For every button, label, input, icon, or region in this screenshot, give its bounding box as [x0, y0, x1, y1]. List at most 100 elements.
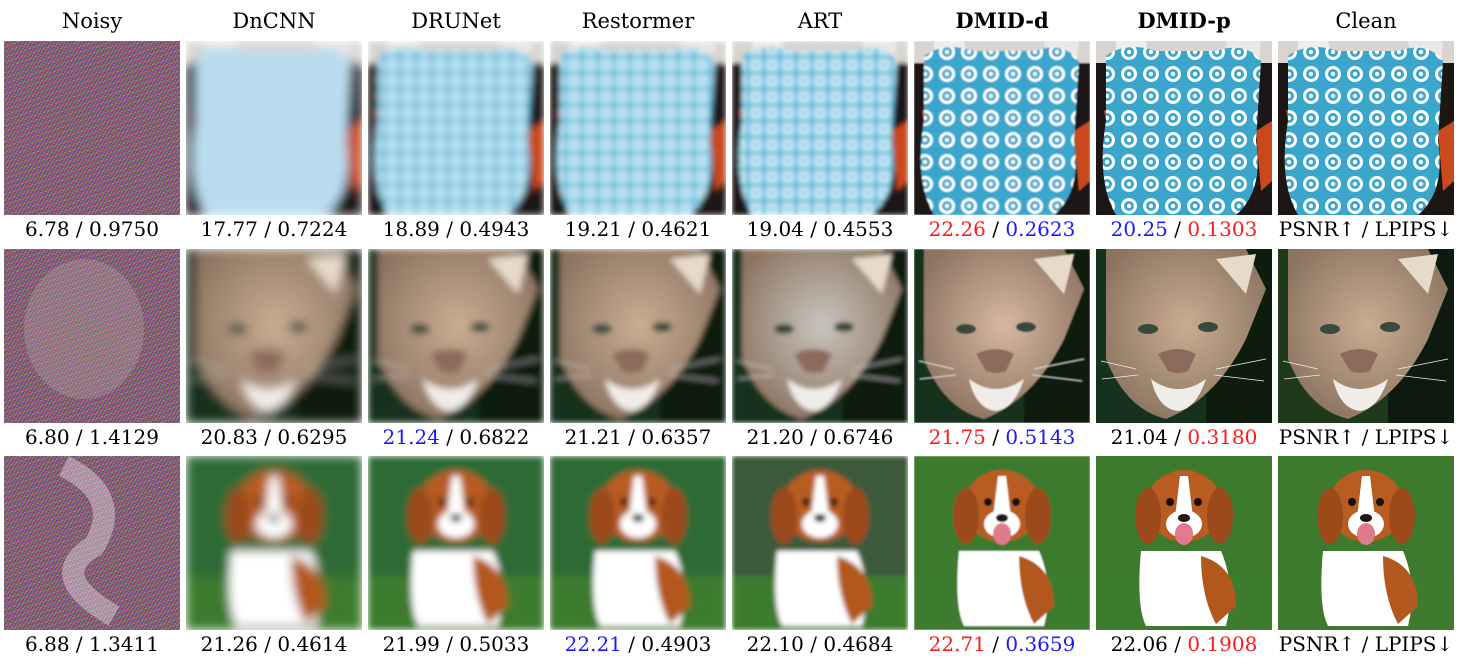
psnr-value: 20.83 [200, 425, 258, 449]
lpips-value: 0.7224 [277, 217, 348, 241]
metric-separator: / [257, 632, 278, 656]
lpips-value: 0.4903 [641, 632, 712, 656]
metric-separator: / [803, 425, 824, 449]
column-title-clean: Clean [1335, 9, 1397, 33]
metric-separator: / [439, 425, 460, 449]
metric-label: 20.83 / 0.6295 [180, 423, 368, 451]
metric-separator: / [69, 425, 89, 449]
psnr-value: 21.20 [746, 425, 804, 449]
metric-separator: / [621, 425, 642, 449]
metric-label: 18.89 / 0.4943 [362, 215, 550, 243]
psnr-value: 22.10 [746, 632, 804, 656]
metric-separator: / [439, 632, 460, 656]
metric-separator: / [439, 217, 460, 241]
metric-separator: / [1167, 632, 1188, 656]
lpips-value: 0.1303 [1187, 217, 1258, 241]
psnr-value: 21.75 [928, 425, 986, 449]
dress-image [186, 41, 362, 215]
metric-separator: / [803, 632, 824, 656]
metric-label: PSNR↑ / LPIPS↓ [1272, 630, 1460, 658]
metric-label: 19.04 / 0.4553 [726, 215, 914, 243]
metric-separator: / [985, 425, 1006, 449]
column-title-dncnn: DnCNN [232, 9, 316, 33]
cougar-image [1096, 249, 1272, 423]
lpips-value: 0.6357 [641, 425, 712, 449]
lpips-value: LPIPS↓ [1374, 217, 1454, 241]
lpips-value: 0.4553 [823, 217, 894, 241]
lpips-value: 0.4614 [277, 632, 348, 656]
metric-separator: / [257, 425, 278, 449]
psnr-value: 21.99 [382, 632, 440, 656]
metric-label: 21.99 / 0.5033 [362, 630, 550, 658]
cougar-image [550, 249, 726, 423]
metric-separator: / [69, 217, 89, 241]
psnr-value: 22.71 [928, 632, 986, 656]
metric-separator: / [1355, 632, 1375, 656]
metric-separator: / [1167, 217, 1188, 241]
psnr-value: 21.21 [564, 425, 622, 449]
metric-label: 6.88 / 1.3411 [0, 630, 186, 658]
metric-label: 17.77 / 0.7224 [180, 215, 368, 243]
column-title-noisy: Noisy [61, 9, 123, 33]
column-title-restormer: Restormer [581, 9, 695, 33]
psnr-value: 22.26 [928, 217, 986, 241]
puppy-image [4, 456, 180, 630]
dress-image [368, 41, 544, 215]
metric-separator: / [621, 217, 642, 241]
psnr-value: 6.80 [25, 425, 70, 449]
lpips-value: 0.4684 [823, 632, 894, 656]
column-title-dmid-p: DMID-p [1137, 8, 1231, 33]
dress-image [1278, 41, 1454, 215]
psnr-value: 6.78 [25, 217, 70, 241]
psnr-value: 20.25 [1110, 217, 1168, 241]
psnr-value: 6.88 [25, 632, 70, 656]
column-title-drunet: DRUNet [411, 9, 501, 33]
metric-separator: / [803, 217, 824, 241]
metric-label: 6.78 / 0.9750 [0, 215, 186, 243]
puppy-image [368, 456, 544, 630]
column-headers: Noisy DnCNN DRUNet Restormer ART DMID-d DMID-p… [0, 6, 1462, 36]
column-title-art: ART [797, 9, 843, 33]
metric-label: 19.21 / 0.4621 [544, 215, 732, 243]
cougar-image [186, 249, 362, 423]
metric-label: PSNR↑ / LPIPS↓ [1272, 215, 1460, 243]
cougar-image [914, 249, 1090, 423]
metric-label: 21.20 / 0.6746 [726, 423, 914, 451]
lpips-value: 0.4621 [641, 217, 712, 241]
metric-label: 21.04 / 0.3180 [1090, 423, 1278, 451]
lpips-value: 0.3659 [1005, 632, 1076, 656]
metric-separator: / [985, 217, 1006, 241]
metric-label: 21.75 / 0.5143 [908, 423, 1096, 451]
metric-label: 22.21 / 0.4903 [544, 630, 732, 658]
puppy-image [1278, 456, 1454, 630]
metric-separator: / [257, 217, 278, 241]
lpips-value: 0.6295 [277, 425, 348, 449]
metric-label: 6.80 / 1.4129 [0, 423, 186, 451]
psnr-value: PSNR↑ [1278, 425, 1356, 449]
psnr-value: 21.24 [382, 425, 440, 449]
dress-image [1096, 41, 1272, 215]
dress-image [550, 41, 726, 215]
puppy-image [732, 456, 908, 630]
metric-label: 21.24 / 0.6822 [362, 423, 550, 451]
metric-separator: / [69, 632, 89, 656]
lpips-value: 0.2623 [1005, 217, 1076, 241]
lpips-value: LPIPS↓ [1374, 632, 1454, 656]
cougar-image [1278, 249, 1454, 423]
lpips-value: 0.4943 [459, 217, 530, 241]
dress-image [4, 41, 180, 215]
dress-image [732, 41, 908, 215]
metric-separator: / [1355, 425, 1375, 449]
lpips-value: 0.6822 [459, 425, 530, 449]
lpips-value: LPIPS↓ [1374, 425, 1454, 449]
metric-label: 21.21 / 0.6357 [544, 423, 732, 451]
metric-label: 20.25 / 0.1303 [1090, 215, 1278, 243]
lpips-value: 0.5143 [1005, 425, 1076, 449]
lpips-value: 0.6746 [823, 425, 894, 449]
metric-label: PSNR↑ / LPIPS↓ [1272, 423, 1460, 451]
cougar-image [368, 249, 544, 423]
psnr-value: 21.26 [200, 632, 258, 656]
psnr-value: 19.21 [564, 217, 622, 241]
metric-label: 21.26 / 0.4614 [180, 630, 368, 658]
psnr-value: 17.77 [200, 217, 258, 241]
